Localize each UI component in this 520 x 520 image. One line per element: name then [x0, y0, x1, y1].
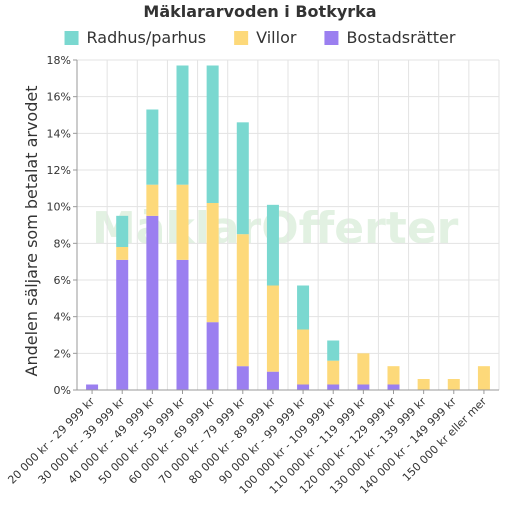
bar-segment: [206, 203, 219, 323]
legend-label: Villor: [256, 28, 297, 47]
bar-segment: [387, 366, 400, 385]
bar-segment: [357, 384, 370, 390]
bar-segment: [236, 366, 249, 390]
axes-layer: 0%2%4%6%8%10%12%14%16%18%20 000 kr - 29 …: [5, 54, 499, 497]
y-tick-label: 10%: [47, 201, 71, 214]
bar-segment: [206, 65, 219, 203]
y-tick-label: 18%: [47, 54, 71, 67]
bar-segment: [116, 247, 129, 260]
legend-swatch: [64, 31, 79, 45]
bar-segment: [206, 322, 219, 390]
bar-segment: [236, 122, 249, 235]
y-tick-label: 4%: [54, 311, 71, 324]
bar-segment: [266, 285, 279, 372]
legend-swatch: [234, 31, 249, 45]
y-tick-label: 12%: [47, 164, 71, 177]
y-tick-label: 6%: [54, 274, 71, 287]
bar-segment: [146, 184, 159, 216]
y-tick-label: 2%: [54, 347, 71, 360]
legend-swatch: [324, 31, 339, 45]
y-axis-label: Andelen säljare som betalat arvodet: [22, 86, 41, 377]
legend-item[interactable]: Radhus/parhus: [64, 28, 207, 47]
bar-segment: [86, 384, 99, 390]
bar-segment: [297, 384, 310, 390]
legend-label: Radhus/parhus: [87, 28, 207, 47]
bar-segment: [327, 384, 340, 390]
bar-segment: [297, 285, 310, 330]
bar-segment: [447, 379, 460, 390]
chart-title: Mäklararvoden i Botkyrka: [143, 2, 376, 21]
legend-item[interactable]: Villor: [234, 28, 297, 47]
bar-segment: [327, 360, 340, 385]
legend-label: Bostadsrätter: [346, 28, 455, 47]
bar-segment: [327, 340, 340, 361]
bar-segment: [176, 65, 189, 185]
y-tick-label: 14%: [47, 127, 71, 140]
y-tick-label: 0%: [54, 384, 71, 397]
legend-item[interactable]: Bostadsrätter: [324, 28, 456, 47]
bar-segment: [266, 371, 279, 390]
bar-segment: [116, 215, 129, 247]
bar-segment: [477, 366, 490, 390]
bar-segment: [146, 109, 159, 185]
bar-segment: [236, 234, 249, 367]
bar-segment: [297, 329, 310, 385]
bar-segment: [387, 384, 400, 390]
bar-segment: [176, 184, 189, 260]
y-tick-label: 8%: [54, 237, 71, 250]
bars-layer: [86, 65, 490, 390]
bar-segment: [417, 379, 430, 390]
legend: Radhus/parhus Villor Bostadsrätter: [64, 28, 456, 47]
bar-segment: [357, 353, 370, 385]
bar-segment: [116, 259, 129, 390]
bar-segment: [266, 204, 279, 286]
bar-segment: [146, 215, 159, 390]
y-tick-label: 16%: [47, 91, 71, 104]
bar-segment: [176, 259, 189, 390]
